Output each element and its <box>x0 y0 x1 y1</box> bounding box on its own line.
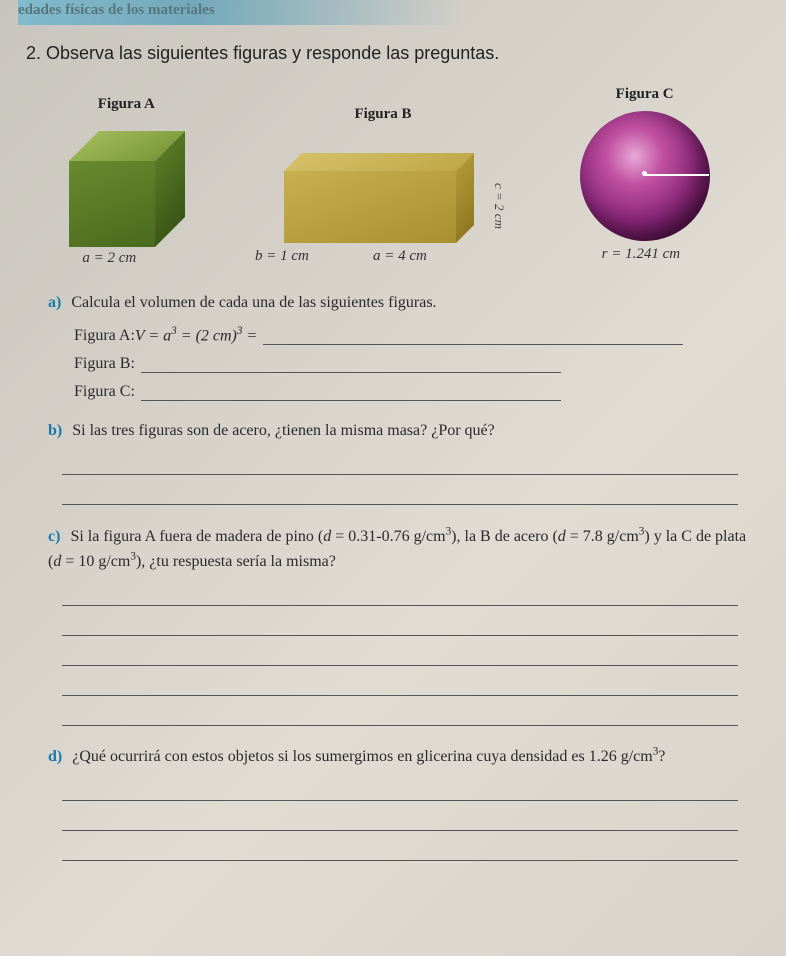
part-a: a) Calcula el volumen de cada una de las… <box>48 291 748 315</box>
prism-front-face <box>284 171 456 243</box>
part-c-text: Si la figura A fuera de madera de pino (… <box>48 528 746 570</box>
part-b-label: b) <box>48 422 62 439</box>
figure-c: Figura C r = 1.241 cm <box>570 86 720 261</box>
sphere-body <box>580 111 710 241</box>
sphere-shape: r = 1.241 cm <box>570 111 720 261</box>
figura-b-blank[interactable] <box>141 355 561 373</box>
prism-dimension-b: b = 1 cm <box>255 248 309 265</box>
prism-side-face <box>456 153 474 243</box>
sphere-radius-line <box>645 174 709 176</box>
part-c-line-2[interactable] <box>62 614 738 636</box>
part-d-line-1[interactable] <box>62 779 738 801</box>
sphere-dimension-r: r = 1.241 cm <box>602 246 680 263</box>
figura-a-blank[interactable] <box>263 327 683 345</box>
worksheet-page: edades físicas de los materiales 2. Obse… <box>0 0 786 889</box>
part-a-label: a) <box>48 294 61 311</box>
figura-c-prefix: Figura C: <box>74 383 135 401</box>
figura-c-calc: Figura C: <box>74 383 748 401</box>
part-b-text: Si las tres figuras son de acero, ¿tiene… <box>72 422 495 439</box>
part-a-text: Calcula el volumen de cada una de las si… <box>71 294 436 311</box>
prism-shape: b = 1 cm a = 4 cm c = 2 cm <box>263 131 503 261</box>
part-c-line-4[interactable] <box>62 674 738 696</box>
part-d-label: d) <box>48 748 62 765</box>
question-number: 2. <box>26 43 41 63</box>
prism-top-face <box>284 153 474 171</box>
figure-c-label: Figura C <box>616 86 674 103</box>
figure-b: Figura B b = 1 cm a = 4 cm c = 2 cm <box>263 106 503 261</box>
figura-a-prefix: Figura A: <box>74 327 135 345</box>
figura-b-prefix: Figura B: <box>74 355 135 373</box>
part-c: c) Si la figura A fuera de madera de pin… <box>48 523 748 574</box>
figura-a-formula: V = a3 = (2 cm)3 = <box>135 325 257 345</box>
part-d-line-2[interactable] <box>62 809 738 831</box>
part-c-line-3[interactable] <box>62 644 738 666</box>
part-b-line-1[interactable] <box>62 453 738 475</box>
part-d-text: ¿Qué ocurrirá con estos objetos si los s… <box>72 748 665 765</box>
figure-b-label: Figura B <box>354 106 411 123</box>
figura-b-calc: Figura B: <box>74 355 748 373</box>
cube-shape: a = 2 cm <box>56 121 196 261</box>
question-2: 2. Observa las siguientes figuras y resp… <box>26 43 758 64</box>
figure-a: Figura A a = 2 cm <box>56 96 196 261</box>
part-c-label: c) <box>48 528 60 545</box>
part-b: b) Si las tres figuras son de acero, ¿ti… <box>48 419 748 443</box>
question-text: Observa las siguientes figuras y respond… <box>46 43 499 63</box>
part-d-line-3[interactable] <box>62 839 738 861</box>
part-b-line-2[interactable] <box>62 483 738 505</box>
prism-dimension-c: c = 2 cm <box>491 183 507 229</box>
page-header: edades físicas de los materiales <box>18 0 462 25</box>
figura-c-blank[interactable] <box>141 383 561 401</box>
figures-row: Figura A a = 2 cm Figura B b = 1 cm a = … <box>28 86 748 261</box>
figure-a-label: Figura A <box>98 96 155 113</box>
figura-a-calc: Figura A: V = a3 = (2 cm)3 = <box>74 325 748 345</box>
part-c-line-5[interactable] <box>62 704 738 726</box>
part-d: d) ¿Qué ocurrirá con estos objetos si lo… <box>48 744 748 769</box>
cube-dimension-a: a = 2 cm <box>82 250 136 267</box>
cube-front-face <box>69 161 155 247</box>
prism-dimension-a: a = 4 cm <box>373 248 427 265</box>
part-c-line-1[interactable] <box>62 584 738 606</box>
